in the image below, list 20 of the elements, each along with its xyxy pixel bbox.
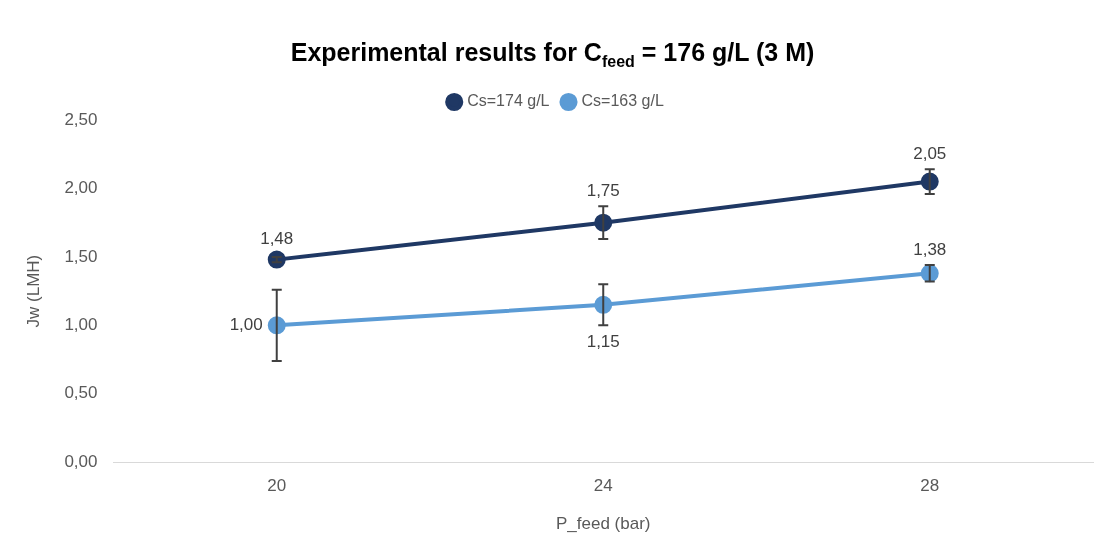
data-label: 1,75 [586, 181, 620, 201]
y-tick-label: 2,00 [64, 178, 98, 198]
y-tick-label: 2,50 [64, 109, 98, 129]
data-label: 1,48 [260, 228, 294, 248]
legend-label: Cs=163 g/L [581, 92, 664, 110]
y-tick-label: 0,00 [64, 451, 98, 471]
x-tick-label: 24 [593, 476, 613, 496]
y-axis-title: Jw (LMH) [23, 254, 43, 328]
data-label: 2,05 [913, 144, 947, 164]
legend-label: Cs=174 g/L [467, 92, 550, 110]
y-tick-label: 1,00 [64, 315, 98, 335]
y-tick-label: 0,50 [64, 383, 98, 403]
x-axis-title: P_feed (bar) [555, 514, 651, 534]
data-label: 1,15 [586, 331, 620, 351]
chart-title: Experimental results for C$_{feed}$ = 176 g/L (3 M) [289, 38, 816, 71]
x-tick-label: 20 [267, 476, 287, 496]
data-label: 1,38 [913, 240, 947, 260]
y-tick-label: 1,50 [64, 246, 98, 266]
data-label: 1,00 [229, 315, 263, 335]
x-tick-label: 28 [920, 476, 940, 496]
